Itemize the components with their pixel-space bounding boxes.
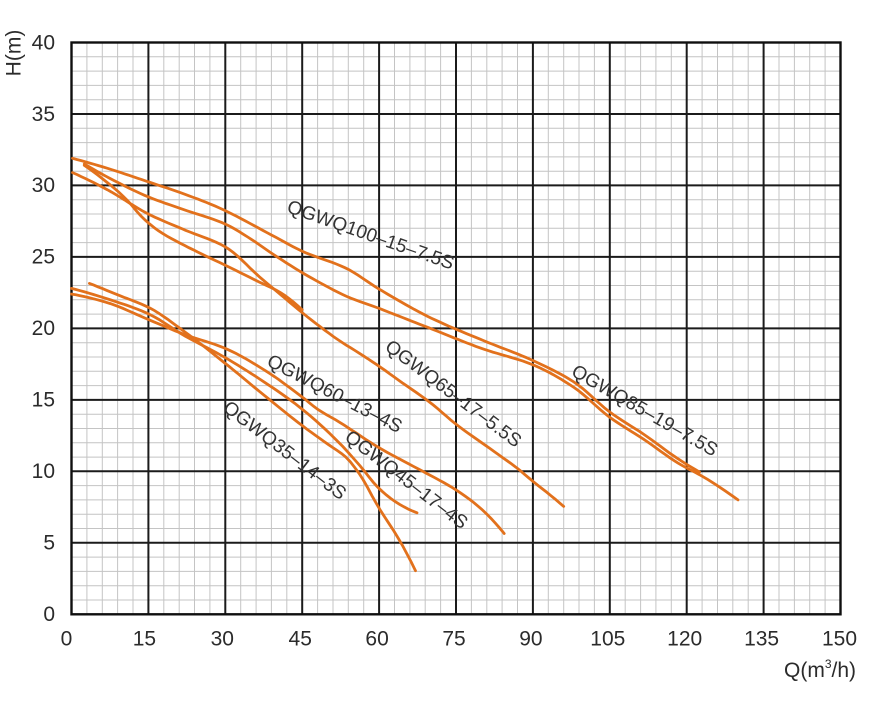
svg-text:60: 60 [365, 628, 388, 651]
svg-text:45: 45 [289, 628, 312, 651]
svg-text:75: 75 [442, 628, 465, 651]
svg-text:0: 0 [61, 628, 73, 651]
svg-text:25: 25 [32, 246, 55, 269]
svg-text:20: 20 [32, 317, 55, 340]
svg-text:5: 5 [43, 532, 55, 555]
svg-text:150: 150 [822, 628, 857, 651]
svg-text:15: 15 [32, 389, 55, 412]
svg-text:135: 135 [744, 628, 779, 651]
svg-text:30: 30 [211, 628, 234, 651]
svg-text:35: 35 [32, 103, 55, 126]
svg-text:105: 105 [590, 628, 625, 651]
svg-text:0: 0 [43, 603, 55, 626]
svg-text:120: 120 [667, 628, 702, 651]
svg-text:90: 90 [519, 628, 542, 651]
svg-text:30: 30 [32, 174, 55, 197]
svg-text:Q(m3/h): Q(m3/h) [784, 657, 856, 682]
svg-text:10: 10 [32, 460, 55, 483]
svg-text:40: 40 [32, 31, 55, 54]
svg-text:H(m): H(m) [3, 30, 26, 77]
svg-text:15: 15 [133, 628, 156, 651]
